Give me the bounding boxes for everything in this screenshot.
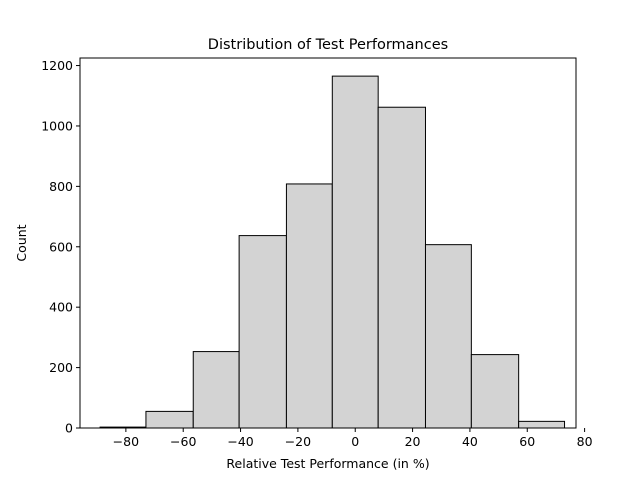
y-tick-label: 200 — [49, 360, 73, 375]
chart-title: Distribution of Test Performances — [208, 37, 448, 53]
x-axis-label: Relative Test Performance (in %) — [226, 456, 429, 471]
histogram-bar — [470, 354, 520, 429]
histogram-bar — [285, 183, 333, 429]
y-tick-label: 400 — [49, 300, 73, 315]
bars-group — [99, 75, 566, 429]
histogram-bar — [192, 351, 240, 429]
y-tick-label: 1000 — [41, 118, 73, 133]
x-tick-label: 40 — [462, 434, 478, 449]
x-tick-label: −20 — [285, 434, 311, 449]
histogram-bar — [331, 75, 379, 429]
y-tick-label: 1200 — [41, 58, 73, 73]
y-tick-label: 600 — [49, 239, 73, 254]
y-tick-label: 800 — [49, 179, 73, 194]
x-tick-label: −40 — [227, 434, 253, 449]
histogram-bar — [424, 244, 472, 429]
histogram-bar — [238, 235, 287, 429]
x-tick-label: 80 — [577, 434, 593, 449]
x-tick-label: 0 — [351, 434, 359, 449]
x-tick-label: −80 — [113, 434, 139, 449]
x-tick-label: 20 — [405, 434, 421, 449]
histogram-bar — [145, 410, 194, 429]
x-tick-label: 60 — [519, 434, 535, 449]
histogram-bar — [518, 420, 566, 429]
y-axis-label: Count — [14, 224, 29, 261]
histogram-bar — [377, 106, 426, 429]
x-axis-ticks: −80 −60 −40 −20 0 20 40 60 80 — [113, 428, 593, 449]
x-tick-label: −60 — [170, 434, 196, 449]
plot-frame — [79, 57, 577, 429]
y-tick-label: 0 — [65, 421, 73, 436]
y-axis-ticks: 0 200 400 600 800 1000 1200 — [41, 58, 80, 436]
